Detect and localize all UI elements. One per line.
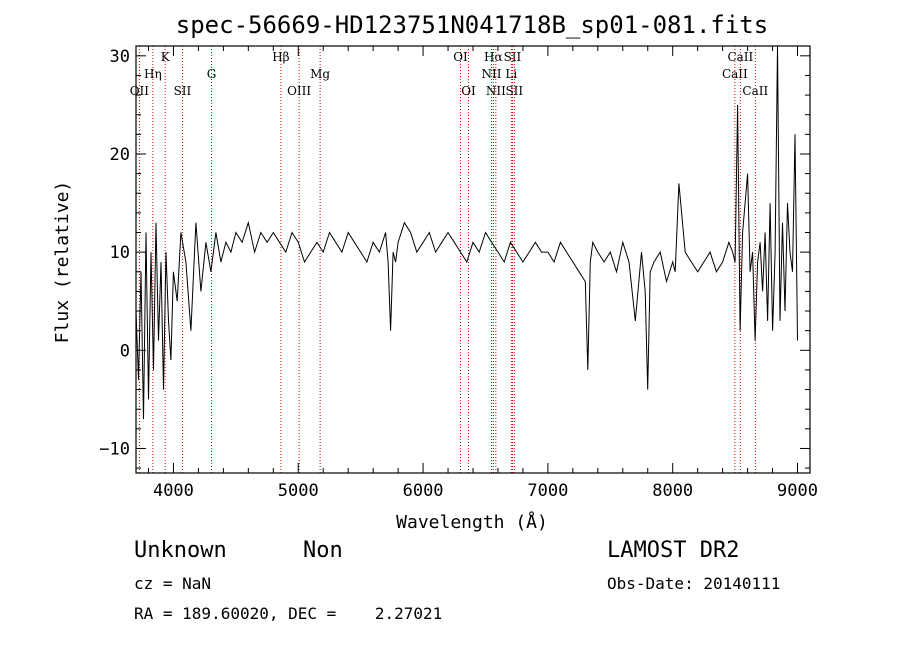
x-tick-label-0: 4000 [153,481,194,501]
line-label-1: Hη [144,67,162,81]
line-label-11: Hα [484,50,503,64]
line-label-7: Mg [310,67,330,81]
x-tick-label-5: 9000 [777,481,818,501]
line-label-15: SII [505,84,523,98]
spectrum-line-0 [135,45,798,420]
coordinates: RA = 189.60020, DEC = 2.27021 [134,604,443,623]
y-tick-label-2: 10 [110,243,130,263]
axis-ticks: 4000 5000 6000 7000 8000 9000 −10 0 10 20 30 [99,46,818,501]
line-label-0: OII [130,84,150,98]
object-class: Unknown [134,538,227,563]
line-label-8: OI [453,50,468,64]
line-label-16: CaII [722,67,748,81]
y-axis-label: Flux (relative) [52,181,73,344]
plot-frame [135,45,811,474]
survey-name: LAMOST DR2 [607,538,740,563]
line-label-10: NII [481,67,501,81]
line-label-5: Hβ [272,50,289,64]
spectral-line-markers: OIIHηKSIIGHβOIIIMgOIOINIIHαNIISIILiSIICa… [130,46,768,473]
x-axis-label: Wavelength (Å) [396,511,548,533]
y-tick-label-0: −10 [99,439,130,459]
object-subclass: Non [303,538,343,563]
line-label-18: CaII [742,84,768,98]
line-label-17: CaII [727,50,753,64]
line-label-2: K [161,50,171,64]
line-label-6: OIII [287,84,311,98]
spectrum-series [135,45,798,420]
y-tick-label-1: 0 [120,341,130,361]
observation-date: Obs-Date: 20140111 [607,574,781,593]
x-tick-label-2: 6000 [403,481,444,501]
line-label-9: OI [461,84,476,98]
redshift-cz: cz = NaN [134,574,212,593]
x-tick-label-3: 7000 [527,481,568,501]
line-label-13: SII [504,50,522,64]
y-tick-label-4: 30 [110,47,130,67]
chart-title: spec-56669-HD123751N041718B_sp01-081.fit… [176,11,768,39]
line-label-12: NII [486,84,506,98]
line-label-14: Li [505,67,517,81]
line-label-4: G [207,67,217,81]
y-tick-label-3: 20 [110,145,130,165]
x-tick-label-1: 5000 [278,481,319,501]
line-label-3: SII [174,84,192,98]
x-tick-label-4: 8000 [652,481,693,501]
